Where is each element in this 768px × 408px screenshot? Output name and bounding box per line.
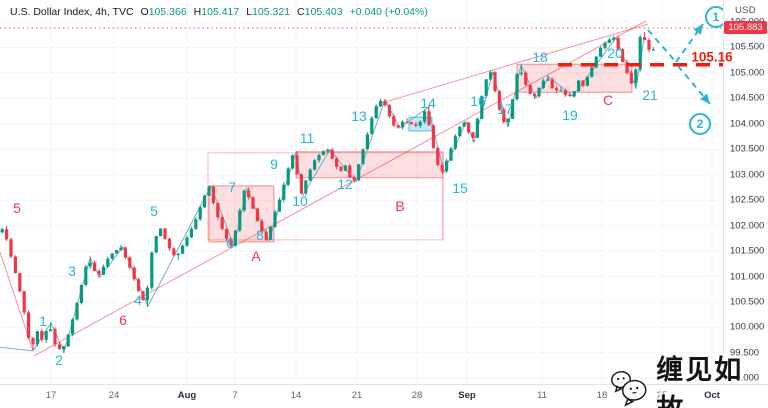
wave-label-8-cyan[interactable]: 8 — [256, 227, 264, 243]
ohlc-legend[interactable]: U.S. Dollar Index, 4h, TVC O 105.366 H 105… — [10, 6, 428, 18]
scenario-circle-2: 2 — [697, 117, 704, 131]
time-tick-17: 17 — [45, 390, 57, 401]
wave-label-c-red[interactable]: C — [602, 92, 614, 108]
price-axis[interactable]: 106.000105.500105.000104.500104.000103.5… — [723, 0, 768, 384]
wave-label-a-red[interactable]: A — [251, 248, 261, 264]
price-tick-105.500: 105.500 — [730, 41, 765, 53]
wave-label-b-red[interactable]: B — [395, 198, 405, 214]
watermark-logo-icon — [611, 371, 647, 407]
symbol-title[interactable]: U.S. Dollar Index, 4h, TVC — [10, 6, 134, 18]
wave-label-3-cyan[interactable]: 3 — [68, 263, 76, 279]
wave-label-2-cyan[interactable]: 2 — [55, 352, 63, 368]
close-value: C 105.403 — [297, 6, 343, 18]
price-tick-105.000: 105.000 — [730, 67, 765, 79]
watermark-text: 缠见如故 — [656, 355, 744, 408]
wave-label-20-cyan[interactable]: 20 — [607, 45, 623, 61]
price-tick-99.000: 99.000 — [730, 372, 760, 384]
high-value: H 105.417 — [193, 6, 240, 18]
drawing-boxes[interactable] — [207, 63, 633, 243]
time-tick-Aug: Aug — [177, 390, 197, 401]
time-tick-14: 14 — [290, 390, 302, 401]
price-tick-104.000: 104.000 — [730, 118, 765, 130]
time-tick-18: 18 — [596, 390, 608, 401]
price-tick-104.500: 104.500 — [730, 92, 765, 104]
wave-label-21-cyan[interactable]: 21 — [642, 87, 658, 103]
wave-label-16-cyan[interactable]: 16 — [470, 93, 486, 109]
watermark: 缠见如故 — [608, 348, 768, 408]
currency-label: USD — [735, 5, 756, 16]
wave-label-9-cyan[interactable]: 9 — [270, 156, 278, 172]
time-tick-Oct: Oct — [704, 390, 720, 401]
time-tick-24: 24 — [108, 390, 120, 401]
time-tick-21: 21 — [351, 390, 363, 401]
price-tick-101.500: 101.500 — [730, 245, 765, 257]
wave-label-5-cyan[interactable]: 5 — [150, 203, 158, 219]
wave-label-10-cyan[interactable]: 10 — [292, 193, 308, 209]
time-tick-28: 28 — [411, 390, 423, 401]
price-level-label[interactable]: 105.16 — [691, 49, 733, 65]
price-tick-100.500: 100.500 — [730, 296, 765, 308]
price-level-lines[interactable] — [0, 27, 723, 67]
zigzag-line[interactable] — [0, 32, 646, 354]
wave-label-6-red[interactable]: 6 — [119, 312, 127, 328]
price-tick-101.000: 101.000 — [730, 271, 765, 282]
wave-label-1-cyan[interactable]: 1 — [39, 313, 47, 329]
price-tick-103.500: 103.500 — [730, 143, 765, 155]
price-tick-100.000: 100.000 — [730, 321, 765, 333]
wave-label-6-cyan[interactable]: 6 — [226, 235, 234, 251]
projection-arrows[interactable]: 12 — [647, 6, 723, 135]
wave-label-17-cyan[interactable]: 17 — [497, 101, 513, 117]
wave-label-19-cyan[interactable]: 19 — [562, 107, 578, 123]
time-tick-7: 7 — [232, 390, 238, 401]
wave-label-11-cyan[interactable]: 11 — [299, 130, 315, 146]
open-value: O 105.366 — [140, 6, 187, 18]
change-value: +0.040 (+0.04%) — [349, 6, 428, 18]
grid-lines — [0, 0, 723, 384]
wave-label-12-cyan[interactable]: 12 — [337, 176, 353, 192]
time-tick-25: 25 — [656, 390, 668, 401]
time-tick-Sep: Sep — [458, 390, 476, 401]
wave-label-14-cyan[interactable]: 14 — [420, 95, 436, 111]
price-tick-102.500: 102.500 — [730, 194, 765, 206]
low-value: L 105.321 — [246, 6, 291, 18]
price-tick-103.000: 103.000 — [730, 169, 765, 181]
candles — [0, 32, 655, 354]
price-line-badge: 105.883 — [724, 21, 767, 35]
wave-label-15-cyan[interactable]: 15 — [452, 180, 468, 196]
wave-label-5-red[interactable]: 5 — [13, 200, 21, 216]
chart-canvas[interactable]: 12 — [0, 0, 723, 384]
price-tick-102.000: 102.000 — [730, 220, 765, 232]
wave-label-4-cyan[interactable]: 4 — [134, 292, 142, 308]
time-tick-11: 11 — [537, 390, 547, 401]
wave-label-18-cyan[interactable]: 18 — [532, 49, 548, 65]
wave-label-7-cyan[interactable]: 7 — [228, 179, 236, 195]
scenario-circle-1: 1 — [713, 10, 720, 24]
wave-label-13-cyan[interactable]: 13 — [351, 108, 367, 124]
price-tick-99.500: 99.500 — [730, 347, 760, 359]
